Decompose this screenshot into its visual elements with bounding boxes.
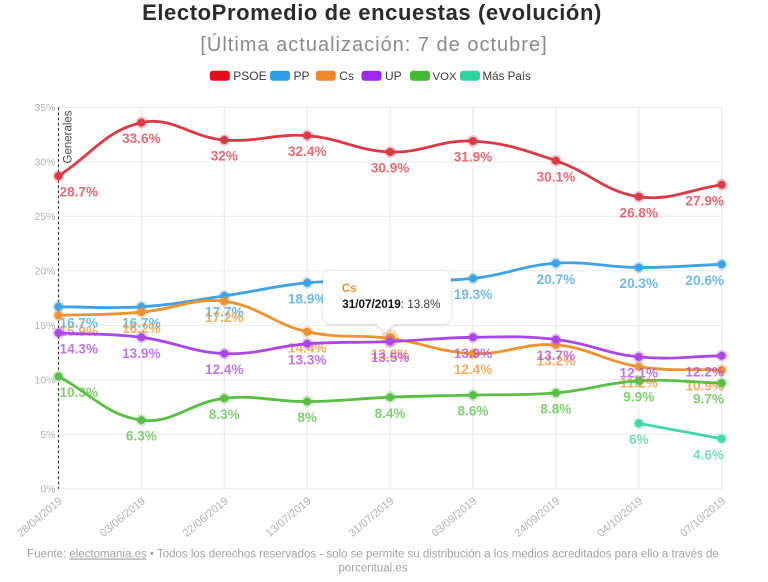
svg-text:12.4%: 12.4% bbox=[205, 362, 244, 377]
svg-text:31.9%: 31.9% bbox=[454, 150, 493, 165]
svg-text:8%: 8% bbox=[297, 410, 317, 425]
svg-text:6%: 6% bbox=[629, 432, 649, 447]
svg-text:32%: 32% bbox=[211, 149, 238, 164]
svg-text:20.6%: 20.6% bbox=[685, 273, 724, 288]
svg-text:Fuente: electomania.es • Todos: Fuente: electomania.es • Todos los derec… bbox=[27, 549, 719, 561]
svg-text:8.4%: 8.4% bbox=[375, 406, 406, 421]
svg-text:30.9%: 30.9% bbox=[371, 161, 410, 176]
svg-text:PP: PP bbox=[294, 69, 310, 83]
svg-text:VOX: VOX bbox=[433, 71, 457, 83]
svg-text:8.8%: 8.8% bbox=[540, 402, 571, 417]
svg-text:13.7%: 13.7% bbox=[537, 348, 576, 363]
svg-text:20.3%: 20.3% bbox=[620, 276, 659, 291]
svg-text:28.7%: 28.7% bbox=[60, 185, 99, 200]
svg-text:13.5%: 13.5% bbox=[371, 350, 410, 365]
svg-text:0%: 0% bbox=[40, 483, 55, 495]
svg-text:12.2%: 12.2% bbox=[685, 364, 724, 379]
svg-text:UP: UP bbox=[385, 69, 402, 83]
svg-text:17.2%: 17.2% bbox=[205, 310, 244, 325]
svg-text:18.9%: 18.9% bbox=[288, 291, 327, 306]
svg-text:Generales: Generales bbox=[63, 110, 75, 163]
svg-text:13.3%: 13.3% bbox=[288, 352, 327, 367]
svg-text:14.3%: 14.3% bbox=[60, 342, 99, 357]
svg-text:16.7%: 16.7% bbox=[122, 315, 161, 330]
svg-text:19.3%: 19.3% bbox=[454, 287, 493, 302]
svg-text:13.8%: 13.8% bbox=[371, 347, 410, 362]
svg-text:13.9%: 13.9% bbox=[454, 346, 493, 361]
svg-text:15%: 15% bbox=[34, 320, 55, 332]
svg-text:16.2%: 16.2% bbox=[122, 321, 161, 336]
svg-text:13.9%: 13.9% bbox=[122, 346, 161, 361]
svg-text:12.4%: 12.4% bbox=[454, 362, 493, 377]
svg-text:25%: 25% bbox=[34, 211, 55, 223]
svg-text:Más País: Más País bbox=[483, 70, 532, 83]
svg-text:Cs: Cs bbox=[342, 283, 357, 295]
svg-text:17.7%: 17.7% bbox=[205, 305, 244, 320]
svg-text:27.9%: 27.9% bbox=[685, 193, 724, 208]
svg-text:12.1%: 12.1% bbox=[620, 366, 659, 381]
svg-text:13.2%: 13.2% bbox=[537, 354, 576, 369]
svg-text:Cs: Cs bbox=[339, 69, 354, 83]
svg-text:10.3%: 10.3% bbox=[60, 385, 99, 400]
svg-text:10%: 10% bbox=[34, 374, 55, 386]
svg-text:32.4%: 32.4% bbox=[288, 144, 327, 159]
svg-text:8.3%: 8.3% bbox=[209, 407, 240, 422]
svg-text:33.6%: 33.6% bbox=[122, 131, 161, 146]
svg-text:26.8%: 26.8% bbox=[620, 205, 659, 220]
svg-text:PSOE: PSOE bbox=[233, 69, 266, 83]
svg-text:porcentual.es: porcentual.es bbox=[338, 563, 407, 575]
svg-text:31/07/2019: 13.8%: 31/07/2019: 13.8% bbox=[342, 298, 440, 311]
svg-text:5%: 5% bbox=[40, 429, 55, 441]
svg-text:16.7%: 16.7% bbox=[60, 315, 99, 330]
svg-text:8.6%: 8.6% bbox=[458, 404, 489, 419]
svg-text:9.7%: 9.7% bbox=[693, 392, 724, 407]
svg-text:20.7%: 20.7% bbox=[537, 272, 576, 287]
svg-text:15.9%: 15.9% bbox=[60, 324, 99, 339]
svg-text:[Última actualización: 7 de oc: [Última actualización: 7 de octubre] bbox=[200, 33, 547, 56]
svg-text:9.9%: 9.9% bbox=[623, 390, 654, 405]
svg-text:6.3%: 6.3% bbox=[126, 429, 157, 444]
svg-text:30%: 30% bbox=[34, 156, 55, 168]
svg-text:4.6%: 4.6% bbox=[693, 447, 724, 462]
svg-text:ElectoPromedio de encuestas (e: ElectoPromedio de encuestas (evolución) bbox=[142, 0, 602, 25]
svg-text:20%: 20% bbox=[34, 265, 55, 277]
svg-text:35%: 35% bbox=[34, 102, 55, 114]
svg-text:30.1%: 30.1% bbox=[537, 169, 576, 184]
